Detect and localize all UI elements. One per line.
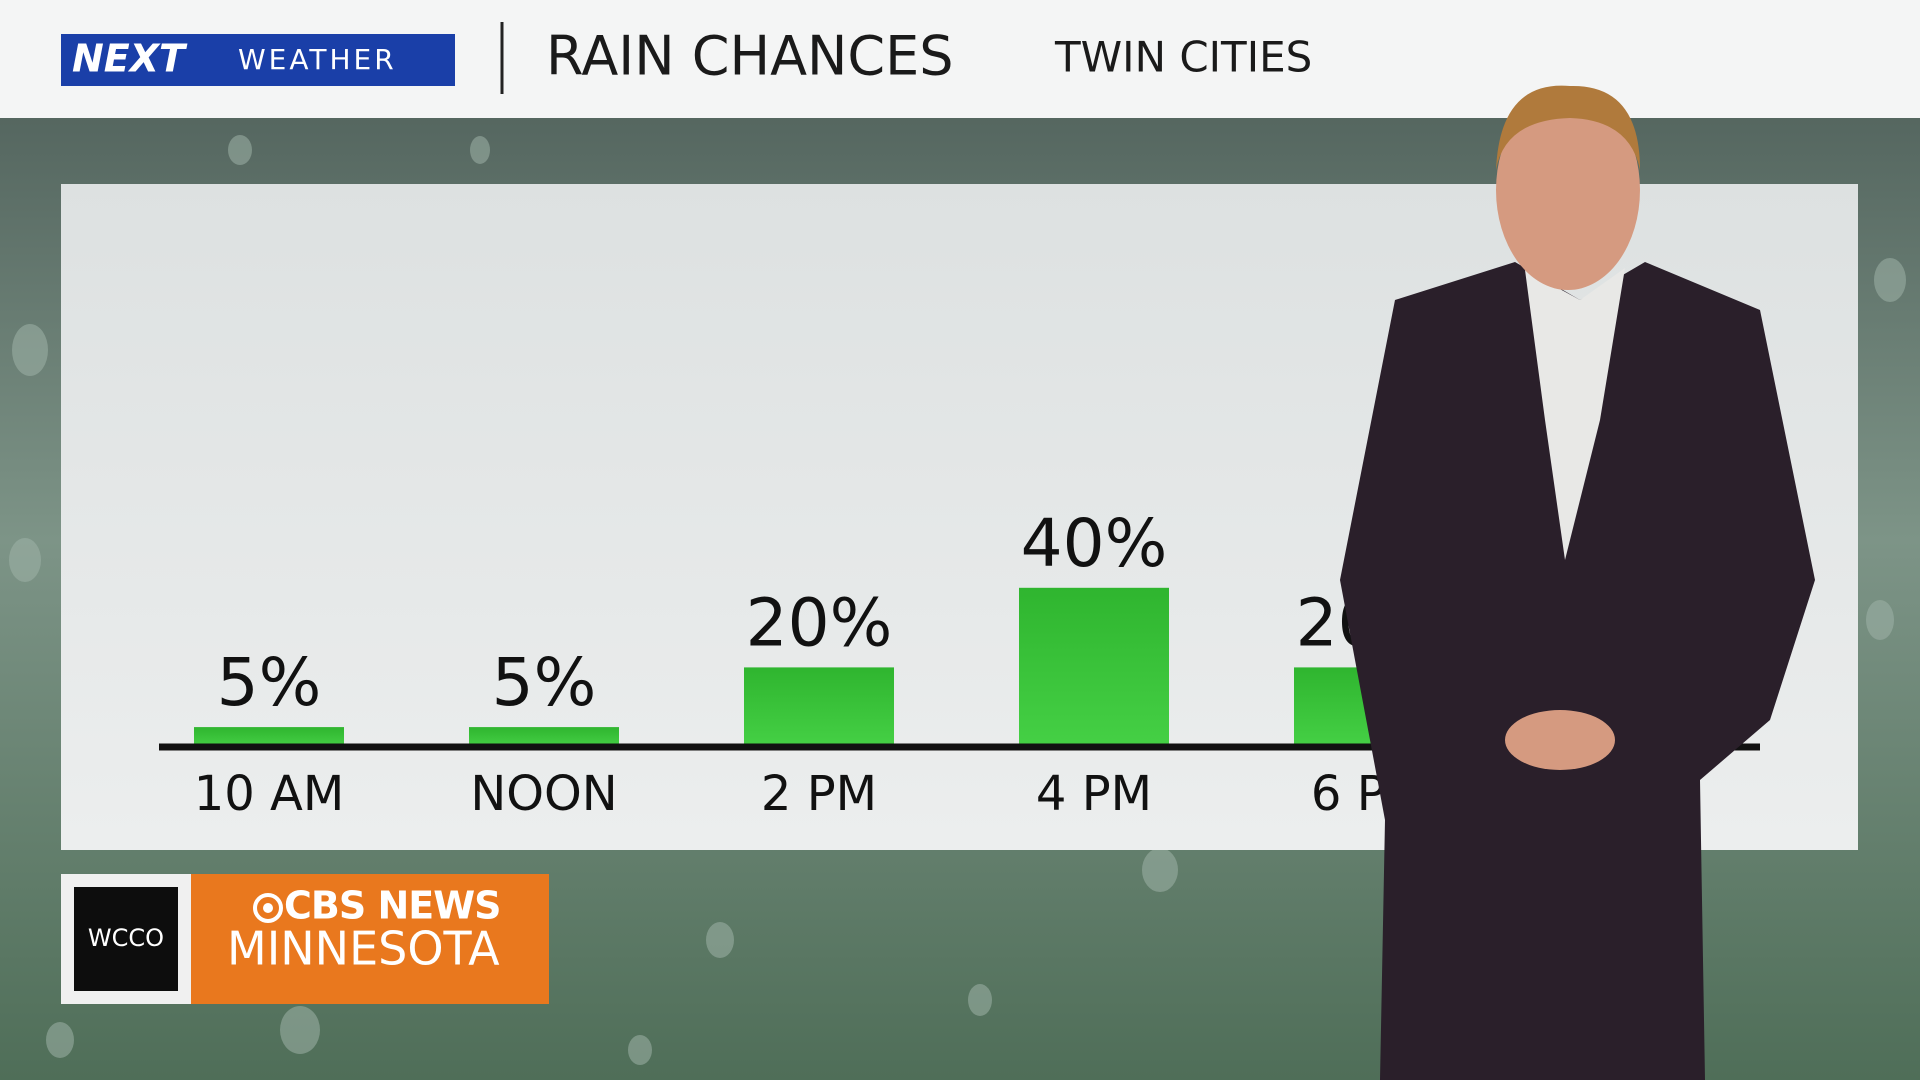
x-tick-label: NOON — [470, 766, 617, 822]
brand-weather: WEATHER — [238, 43, 397, 76]
value-label: 5% — [217, 644, 322, 721]
value-label: 40% — [1021, 505, 1168, 582]
region-name: MINNESOTA — [227, 922, 500, 976]
header-location: TWIN CITIES — [1054, 33, 1312, 82]
header-title: RAIN CHANCES — [546, 25, 954, 88]
cbs-eye — [253, 893, 283, 923]
bar — [469, 727, 619, 747]
wcco-box — [74, 887, 178, 991]
bar — [744, 667, 894, 747]
network-name: CBS NEWS — [284, 884, 501, 928]
x-tick-label: 4 PM — [1036, 766, 1152, 822]
presenter-head — [1496, 90, 1640, 290]
presenter — [1340, 85, 1815, 1080]
bar — [1019, 587, 1169, 747]
call-sign: WCCO — [88, 924, 164, 952]
presenter-shirt — [1525, 268, 1625, 560]
x-tick-label: 10 AM — [194, 766, 345, 822]
value-label: 20% — [746, 584, 893, 661]
brand-next: NEXT — [72, 37, 188, 81]
station-logo: WCCO CBS NEWS MINNESOTA — [61, 874, 549, 1004]
bar — [194, 727, 344, 747]
presenter-hands — [1505, 710, 1615, 770]
cbs-eye-pupil — [263, 903, 273, 913]
presenter-suit — [1340, 262, 1815, 1080]
value-label: 5% — [492, 644, 597, 721]
rain-drops — [9, 135, 1906, 1065]
network-box — [191, 874, 549, 1004]
presenter-hair — [1496, 85, 1640, 170]
x-tick-label: 2 PM — [761, 766, 877, 822]
brand-box — [61, 34, 455, 86]
